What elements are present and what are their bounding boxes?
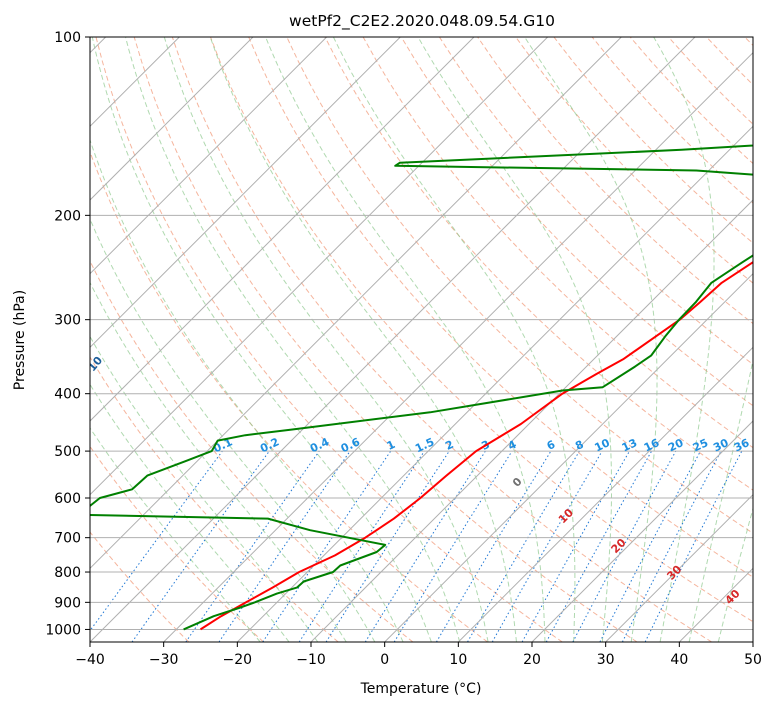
mixing-ratio-label: 13 [620, 436, 639, 454]
moist-adiabat-line [524, 37, 658, 642]
mixing-ratio-line [572, 450, 677, 642]
x-tick-label: 50 [744, 652, 762, 668]
moist-adiabat-line [90, 335, 319, 642]
sounding-series [90, 144, 753, 631]
plot-area: -100-90-80-70-60-50-40-30-20-10010203040… [90, 37, 753, 642]
y-axis-ticks: 100 200 300 400 500 600 700 800 900 1000 [45, 30, 90, 638]
grid-lines [90, 37, 753, 642]
isotherm-line [457, 346, 753, 642]
dry-adiabat-line [324, 37, 753, 491]
moist-adiabat-line [332, 37, 576, 642]
dry-adiabat-line [171, 37, 712, 642]
moist-adiabat-line [653, 37, 715, 642]
x-tick-label: −10 [296, 652, 326, 668]
x-tick-label: 20 [523, 652, 541, 668]
y-tick-label: 400 [54, 387, 81, 403]
x-tick-label: −40 [75, 652, 105, 668]
moist-adiabat-line [125, 37, 461, 642]
isotherm-line [90, 37, 549, 496]
dry-adiabat-line [90, 531, 190, 642]
mixing-ratio-line [131, 450, 270, 642]
x-tick-label: −30 [149, 652, 179, 668]
mixing-ratio-label: 20 [666, 436, 686, 454]
y-tick-label: 1000 [45, 622, 81, 638]
dry-adiabat-line [95, 37, 563, 642]
y-tick-label: 900 [54, 595, 81, 611]
x-tick-label: 30 [597, 652, 615, 668]
mixing-ratio-line [262, 450, 392, 642]
y-tick-label: 300 [54, 313, 81, 329]
mixing-ratio-label: 30 [711, 436, 731, 454]
chart-title: wetPf2_C2E2.2020.048.09.54.G10 [289, 12, 555, 31]
x-tick-label: 10 [449, 652, 467, 668]
y-axis-label: Pressure (hPa) [12, 290, 28, 390]
isotherm-line [384, 272, 753, 642]
mixing-ratio-line [393, 450, 513, 642]
isotherm-line [90, 37, 254, 201]
dry-adiabat-line [248, 37, 753, 578]
moist-adiabat-line [90, 383, 290, 642]
moist-adiabat-line [688, 358, 753, 642]
dry-adiabat-line [400, 37, 753, 407]
x-tick-label: 40 [670, 652, 688, 668]
dry-adiabat-line [90, 445, 264, 642]
x-tick-label: 0 [380, 652, 389, 668]
isotherm-line [605, 493, 753, 642]
y-tick-label: 100 [54, 30, 81, 46]
mixing-ratio-line [521, 450, 630, 642]
y-tick-label: 600 [54, 491, 81, 507]
dry-adiabats [90, 37, 753, 642]
isotherm-line [90, 37, 696, 642]
x-axis-label: Temperature (°C) [360, 681, 482, 697]
dry-adiabat-line [90, 150, 488, 642]
mixing-ratio-line [298, 450, 425, 642]
mixing-ratio-line [90, 450, 223, 632]
moist-adiabat-line [265, 37, 546, 642]
plot-frame [89, 36, 754, 643]
isotherm-line [310, 199, 753, 642]
isotherm-line [236, 125, 753, 642]
x-tick-label: −20 [223, 652, 253, 668]
dry-adiabat-line [90, 356, 339, 642]
isotherm-line [90, 37, 328, 275]
dewpoint-line [90, 144, 753, 631]
isotherm-line [163, 51, 753, 642]
dry-adiabat-line [210, 37, 753, 623]
moist-adiabats [90, 37, 753, 642]
mixing-ratio-label: 10 [593, 436, 613, 454]
mixing-ratio-line [218, 450, 351, 642]
isotherm-line [90, 37, 475, 422]
mixing-ratio-line [185, 450, 320, 642]
y-tick-label: 200 [54, 208, 81, 224]
moist-adiabat-line [90, 281, 347, 642]
mixing-ratio-lines [90, 450, 743, 642]
moist-adiabat-line [163, 37, 489, 642]
mixing-ratio-line [325, 450, 450, 642]
dry-adiabat-line [133, 37, 638, 642]
mixing-ratio-label: 36 [732, 436, 752, 454]
moist-adiabat-line [90, 138, 404, 642]
mixing-ratio-label: 25 [691, 436, 710, 454]
y-tick-label: 500 [54, 444, 81, 460]
moist-adiabat-line [91, 37, 432, 642]
y-tick-label: 800 [54, 565, 81, 581]
isotherm-line [90, 37, 401, 349]
mixing-ratio-label: 16 [642, 436, 662, 454]
isotherm-line [531, 420, 753, 642]
mixing-ratio-line [545, 450, 653, 642]
x-axis-ticks: −40 −30 −20 −10 0 10 20 30 40 50 [75, 642, 762, 668]
mixing-ratio-line [644, 450, 743, 642]
dry-adiabat-line [438, 37, 753, 366]
y-tick-label: 700 [54, 531, 81, 547]
isotherm-line [90, 37, 622, 570]
dry-adiabat-line [515, 37, 753, 284]
